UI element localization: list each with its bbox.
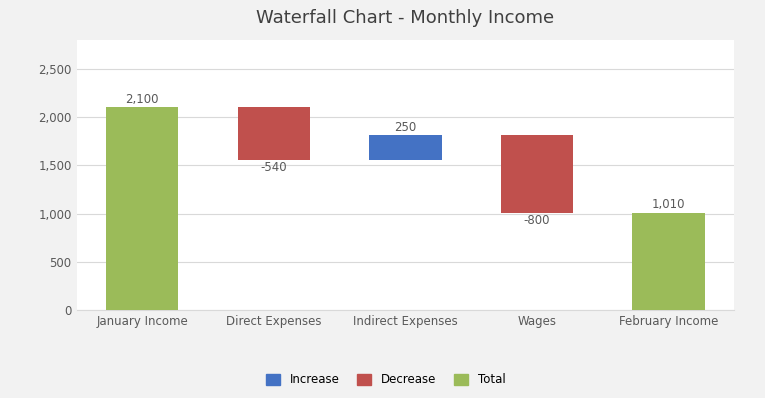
Text: 1,010: 1,010 [652,198,685,211]
Legend: Increase, Decrease, Total: Increase, Decrease, Total [262,369,510,391]
Text: 2,100: 2,100 [125,93,159,106]
Text: -800: -800 [524,214,550,227]
Bar [238,107,310,160]
Text: 250: 250 [394,121,417,134]
Bar [369,135,441,160]
Title: Waterfall Chart - Monthly Income: Waterfall Chart - Monthly Income [256,9,555,27]
Bar [106,107,178,310]
Bar [501,135,573,213]
Text: -540: -540 [261,161,287,174]
Bar [633,213,705,310]
